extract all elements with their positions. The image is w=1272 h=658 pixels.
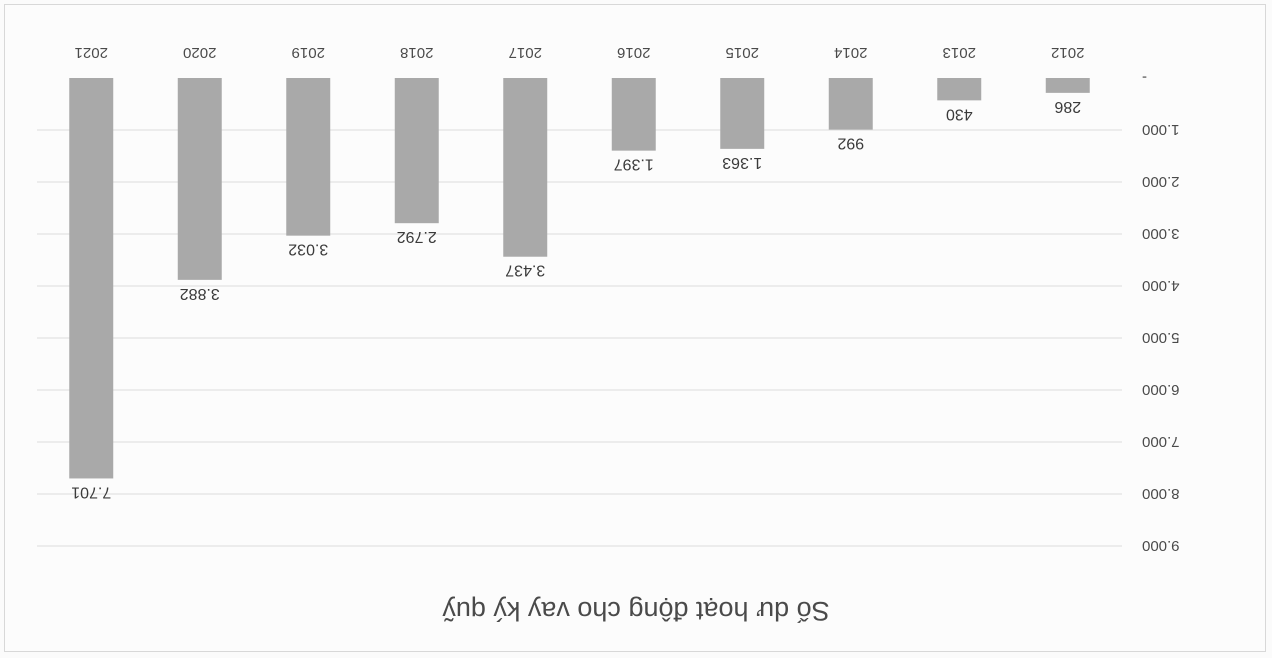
bar: [177, 78, 222, 280]
bar: [611, 78, 656, 151]
x-tick-label: 2014: [834, 44, 867, 61]
x-tick-label: 2016: [617, 44, 650, 61]
x-tick-label: 2020: [183, 44, 216, 61]
data-label: 992: [837, 135, 864, 152]
chart-title: Số dư hoạt động cho vay ký quỹ: [442, 596, 830, 626]
bar: [720, 78, 765, 149]
data-label: 3.437: [505, 262, 545, 279]
y-tick-label: 5.000: [1142, 329, 1180, 346]
y-tick-label: 6.000: [1142, 381, 1180, 398]
y-tick-label: 1.000: [1142, 121, 1180, 138]
bar: [69, 78, 114, 479]
y-tick-label: 7.000: [1142, 433, 1180, 450]
y-tick-label: 2.000: [1142, 173, 1180, 190]
y-tick-label: 4.000: [1142, 277, 1180, 294]
data-label: 430: [946, 105, 973, 122]
x-tick-label: 2012: [1051, 44, 1084, 61]
y-tick-label: 8.000: [1142, 485, 1180, 502]
bar: [828, 78, 873, 130]
bar: [937, 78, 982, 101]
x-tick-label: 2019: [292, 44, 325, 61]
data-label: 3.032: [288, 241, 328, 258]
bar: [1045, 78, 1090, 93]
x-tick-label: 2017: [509, 44, 542, 61]
data-label: 2.792: [397, 228, 437, 245]
y-tick-label: 9.000: [1142, 537, 1180, 554]
data-label: 286: [1054, 98, 1081, 115]
x-tick-label: 2021: [75, 44, 108, 61]
bar: [503, 78, 548, 257]
data-label: 3.882: [180, 285, 220, 302]
bar: [394, 78, 439, 224]
y-tick-label: -: [1142, 69, 1147, 86]
bar: [286, 78, 331, 236]
x-tick-label: 2013: [943, 44, 976, 61]
data-label: 1.363: [722, 154, 762, 171]
y-tick-label: 3.000: [1142, 225, 1180, 242]
data-label: 1.397: [614, 156, 654, 173]
data-label: 7.701: [71, 483, 111, 500]
x-tick-label: 2018: [400, 44, 433, 61]
x-tick-label: 2015: [726, 44, 759, 61]
